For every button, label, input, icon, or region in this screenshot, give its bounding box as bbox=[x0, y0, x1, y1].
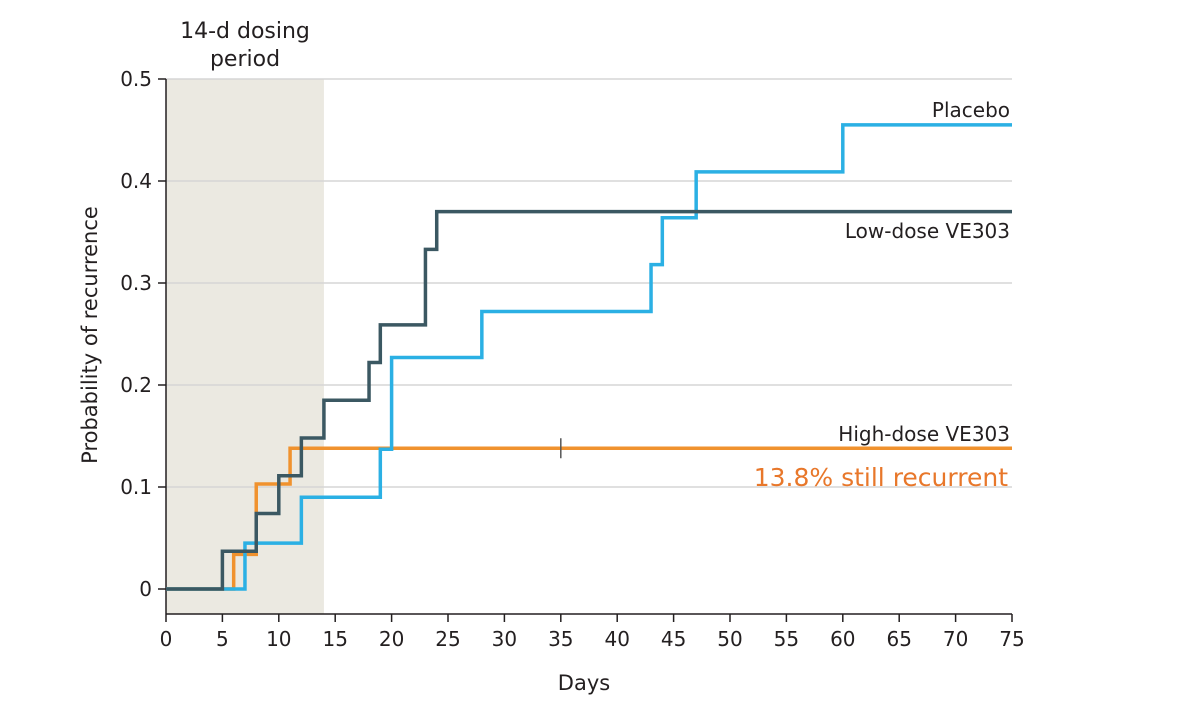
y-tick-label-3: 0.3 bbox=[120, 271, 152, 295]
y-tick-label-4: 0.4 bbox=[120, 169, 152, 193]
x-tick-label-0: 0 bbox=[160, 627, 173, 651]
shade-label-line-1: 14-d dosing bbox=[180, 19, 310, 44]
x-axis-title: Days bbox=[558, 671, 610, 695]
y-tick-label-0: 0 bbox=[139, 577, 152, 601]
y-tick-label-5: 0.5 bbox=[120, 67, 152, 91]
series-label-low-dose: Low-dose VE303 bbox=[845, 219, 1010, 243]
x-tick-label-4: 20 bbox=[379, 627, 404, 651]
annotation-still-recurrent: 13.8% still recurrent bbox=[754, 463, 1008, 492]
x-tick-label-1: 5 bbox=[216, 627, 229, 651]
x-tick-label-15: 75 bbox=[999, 627, 1024, 651]
y-axis-title: Probability of recurrence bbox=[78, 206, 102, 464]
x-tick-label-10: 50 bbox=[717, 627, 742, 651]
shade-label-line-2: period bbox=[210, 47, 280, 72]
x-tick-label-13: 65 bbox=[886, 627, 911, 651]
series-label-placebo: Placebo bbox=[932, 98, 1010, 122]
x-tick-label-3: 15 bbox=[322, 627, 347, 651]
y-tick-label-1: 0.1 bbox=[120, 475, 152, 499]
axes: 0 0.1 0.2 0.3 0.4 0.5 0 5 10 15 20 25 30 35 40 45 50 55 60… bbox=[120, 67, 1025, 651]
x-tick-label-6: 30 bbox=[492, 627, 517, 651]
series-line-placebo bbox=[166, 123, 1012, 591]
x-tick-label-2: 10 bbox=[266, 627, 291, 651]
x-tick-label-7: 35 bbox=[548, 627, 573, 651]
x-tick-label-11: 55 bbox=[774, 627, 799, 651]
x-tick-label-9: 45 bbox=[661, 627, 686, 651]
series-label-high-dose: High-dose VE303 bbox=[838, 422, 1010, 446]
dosing-period-region bbox=[166, 79, 324, 614]
y-tick-label-2: 0.2 bbox=[120, 373, 152, 397]
gridlines bbox=[166, 78, 1012, 488]
x-tick-label-14: 70 bbox=[943, 627, 968, 651]
x-tick-label-12: 60 bbox=[830, 627, 855, 651]
x-tick-label-8: 40 bbox=[604, 627, 629, 651]
series-lines bbox=[166, 123, 1012, 591]
dosing-period-shade bbox=[166, 79, 324, 614]
x-tick-label-5: 25 bbox=[435, 627, 460, 651]
series-line-low-dose-ve303 bbox=[166, 209, 1012, 591]
